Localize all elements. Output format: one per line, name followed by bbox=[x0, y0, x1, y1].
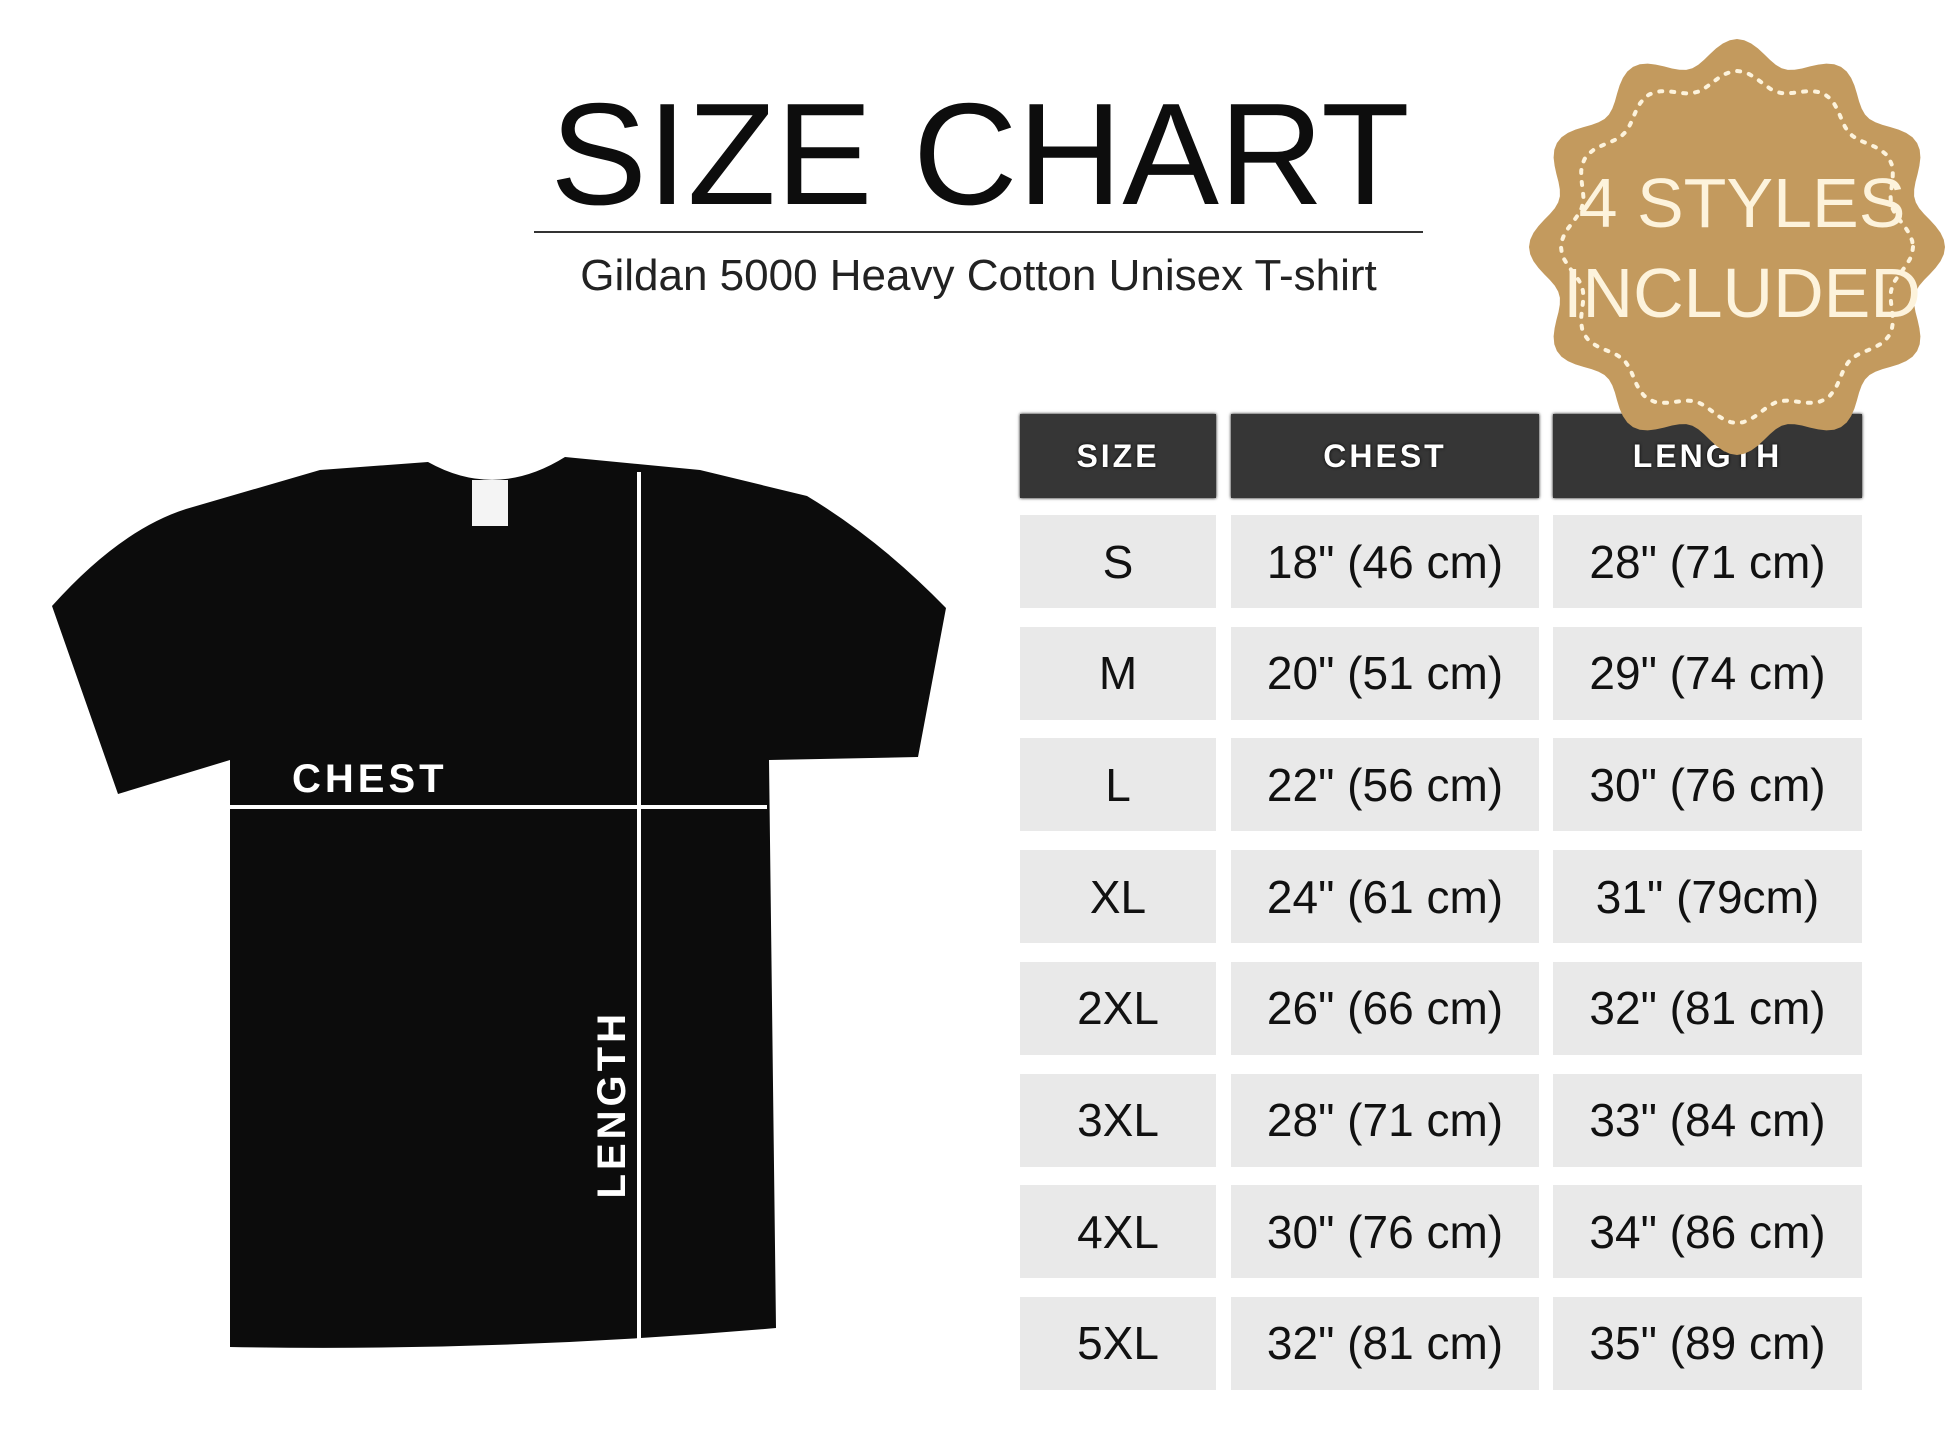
chest-label: CHEST bbox=[292, 757, 448, 801]
tshirt-tag bbox=[472, 480, 508, 526]
cell-size: XL bbox=[1020, 850, 1216, 944]
cell-size: 3XL bbox=[1020, 1073, 1216, 1167]
cell-chest: 32" (81 cm) bbox=[1231, 1296, 1539, 1390]
cell-size: 5XL bbox=[1020, 1296, 1216, 1390]
badge-seal-shape bbox=[1529, 39, 1945, 455]
cell-chest: 24" (61 cm) bbox=[1231, 850, 1539, 944]
cell-length: 30" (76 cm) bbox=[1553, 738, 1862, 832]
page-title: SIZE CHART bbox=[550, 73, 1410, 235]
badge-text: 4 STYLES INCLUDED bbox=[1542, 158, 1942, 338]
header-chest: CHEST bbox=[1231, 414, 1539, 498]
cell-chest: 30" (76 cm) bbox=[1231, 1185, 1539, 1279]
badge-line-1: 4 STYLES bbox=[1578, 164, 1906, 242]
cell-length: 32" (81 cm) bbox=[1553, 961, 1862, 1055]
length-label: LENGTH bbox=[590, 1010, 634, 1199]
cell-size: L bbox=[1020, 738, 1216, 832]
cell-size: M bbox=[1020, 626, 1216, 720]
badge-stitch-border bbox=[1558, 68, 1916, 426]
cell-length: 28" (71 cm) bbox=[1553, 515, 1862, 608]
header-size: SIZE bbox=[1020, 414, 1216, 498]
tshirt-shape bbox=[52, 457, 946, 1348]
styles-badge bbox=[1529, 39, 1945, 455]
cell-length: 35" (89 cm) bbox=[1553, 1296, 1862, 1390]
cell-length: 29" (74 cm) bbox=[1553, 626, 1862, 720]
cell-length: 34" (86 cm) bbox=[1553, 1185, 1862, 1279]
cell-chest: 18" (46 cm) bbox=[1231, 515, 1539, 608]
cell-length: 31" (79cm) bbox=[1553, 850, 1862, 944]
cell-chest: 22" (56 cm) bbox=[1231, 738, 1539, 832]
title-divider bbox=[534, 231, 1423, 233]
badge-line-2: INCLUDED bbox=[1563, 254, 1921, 332]
cell-chest: 28" (71 cm) bbox=[1231, 1073, 1539, 1167]
cell-size: S bbox=[1020, 515, 1216, 608]
cell-length: 33" (84 cm) bbox=[1553, 1073, 1862, 1167]
page-subtitle: Gildan 5000 Heavy Cotton Unisex T-shirt bbox=[580, 251, 1377, 300]
cell-chest: 26" (66 cm) bbox=[1231, 961, 1539, 1055]
cell-chest: 20" (51 cm) bbox=[1231, 626, 1539, 720]
cell-size: 4XL bbox=[1020, 1185, 1216, 1279]
cell-size: 2XL bbox=[1020, 961, 1216, 1055]
